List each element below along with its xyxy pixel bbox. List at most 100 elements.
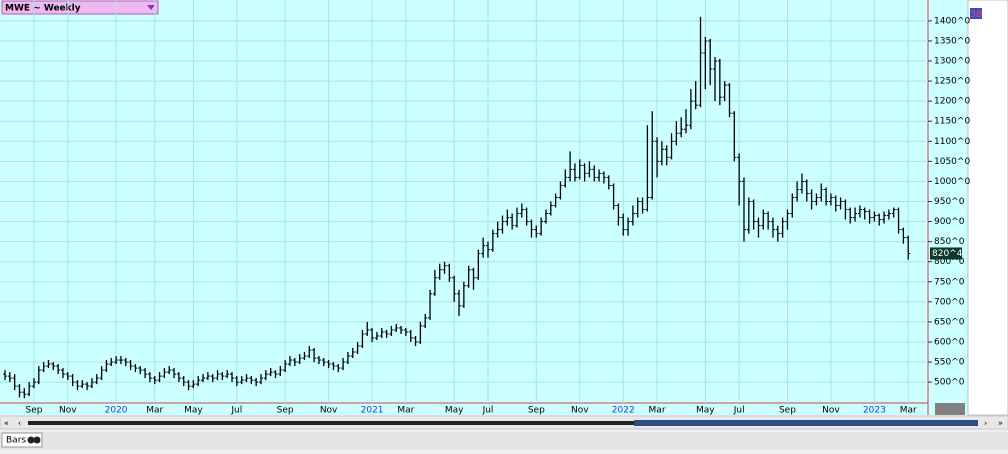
ohlc-bar — [790, 193, 795, 218]
ohlc-bar — [118, 356, 123, 365]
ohlc-bar — [737, 153, 742, 206]
ohlc-bar — [490, 229, 495, 252]
y-tick-label: 1250^0 — [934, 77, 970, 87]
ohlc-bar — [814, 193, 819, 206]
ohlc-bar — [572, 163, 577, 182]
ohlc-bar — [341, 358, 346, 371]
x-tick-label: Sep — [25, 406, 42, 416]
ohlc-bar — [181, 376, 186, 387]
ohlc-bar — [616, 203, 621, 226]
tab-icon — [33, 436, 41, 444]
ohlc-bar — [524, 207, 529, 226]
ohlc-bar — [529, 219, 534, 238]
ohlc-bar — [104, 360, 109, 373]
x-tick-label: Sep — [779, 406, 796, 416]
y-tick-label: 1050^0 — [934, 157, 970, 167]
ohlc-bar — [833, 195, 838, 212]
scroll-left[interactable]: ‹ — [18, 419, 21, 428]
ohlc-bar — [389, 325, 394, 336]
ohlc-bar — [172, 368, 177, 379]
ohlc-bar — [268, 368, 273, 377]
y-tick-label: 1000^0 — [934, 177, 970, 187]
ohlc-bar — [804, 179, 809, 202]
ohlc-bar — [283, 360, 288, 373]
scroll-right[interactable]: » — [998, 419, 1003, 428]
ohlc-bar — [152, 376, 157, 385]
tab-label: Bars — [6, 436, 26, 446]
ohlc-bar — [133, 364, 138, 373]
title-box[interactable] — [1, 0, 159, 15]
ohlc-bar — [65, 372, 70, 381]
y-tick-label: 500^0 — [934, 378, 965, 388]
ohlc-bar — [592, 165, 597, 182]
x-tick-label: Sep — [528, 406, 545, 416]
scroll-track — [28, 421, 978, 425]
x-tick-label: 2022 — [612, 406, 635, 416]
ohlc-bar — [867, 209, 872, 224]
ohlc-bar — [403, 327, 408, 336]
ohlc-bar — [843, 199, 848, 220]
ohlc-bar — [31, 378, 36, 389]
scroll-thumb[interactable] — [634, 420, 978, 426]
ohlc-bar — [505, 209, 510, 226]
ohlc-bar — [123, 358, 128, 367]
x-tick-label: Jul — [482, 406, 494, 416]
ohlc-bar — [350, 348, 355, 359]
y-tick-label: 950^0 — [934, 197, 965, 207]
ohlc-bar — [205, 372, 210, 381]
ohlc-bar — [94, 374, 99, 385]
ohlc-bar — [220, 372, 225, 381]
ohlc-bar — [717, 59, 722, 106]
ohlc-bar — [626, 217, 631, 236]
ohlc-bar — [316, 356, 321, 365]
ohlc-bar — [457, 289, 462, 316]
ohlc-bar — [862, 207, 867, 220]
ohlc-bar — [655, 137, 660, 178]
ohlc-bar — [278, 366, 283, 377]
ohlc-bar — [828, 193, 833, 206]
scroll-right[interactable]: › — [984, 419, 987, 428]
scroll-left[interactable]: « — [4, 419, 9, 428]
ohlc-bar — [432, 269, 437, 296]
tab[interactable] — [1, 432, 43, 448]
ohlc-bar — [824, 187, 829, 206]
ohlc-bar — [7, 372, 12, 383]
ohlc-bar — [597, 169, 602, 182]
ohlc-bar — [901, 227, 906, 244]
ohlc-bar — [394, 323, 399, 332]
ohlc-bar — [355, 341, 360, 355]
ohlc-bar — [688, 89, 693, 130]
ohlc-bar — [838, 197, 843, 210]
ohlc-bar — [408, 329, 413, 342]
tab-icon — [27, 436, 35, 444]
dropdown-arrow — [147, 5, 155, 10]
ohlc-bar — [379, 327, 384, 338]
ohlc-bar — [109, 358, 114, 367]
ohlc-bar — [500, 215, 505, 234]
ohlc-bar — [374, 331, 379, 340]
ohlc-bar — [447, 263, 452, 282]
badge-box[interactable] — [970, 8, 982, 19]
corner — [935, 403, 965, 415]
ohlc-bar — [162, 368, 167, 379]
ohlc-bar — [321, 358, 326, 367]
ohlc-bar — [741, 177, 746, 242]
ohlc-bar — [307, 346, 312, 359]
ohlc-bar — [785, 209, 790, 230]
ohlc-bar — [138, 366, 143, 375]
ohlc-bar — [891, 207, 896, 218]
ohlc-bar — [370, 327, 375, 342]
ohlc-bar — [186, 380, 191, 391]
ohlc-bar — [452, 275, 457, 302]
ohlc-bar — [302, 352, 307, 361]
ohlc-bar — [215, 370, 220, 381]
y-tick-label: 650^0 — [934, 317, 965, 327]
ohlc-bar — [761, 209, 766, 230]
ohlc-bar — [326, 360, 331, 369]
ohlc-bar — [36, 366, 41, 385]
last-price-label: 820^4 — [932, 249, 963, 259]
ohlc-bar — [877, 213, 882, 226]
ohlc-bar — [27, 382, 32, 397]
ohlc-bar — [360, 329, 365, 349]
